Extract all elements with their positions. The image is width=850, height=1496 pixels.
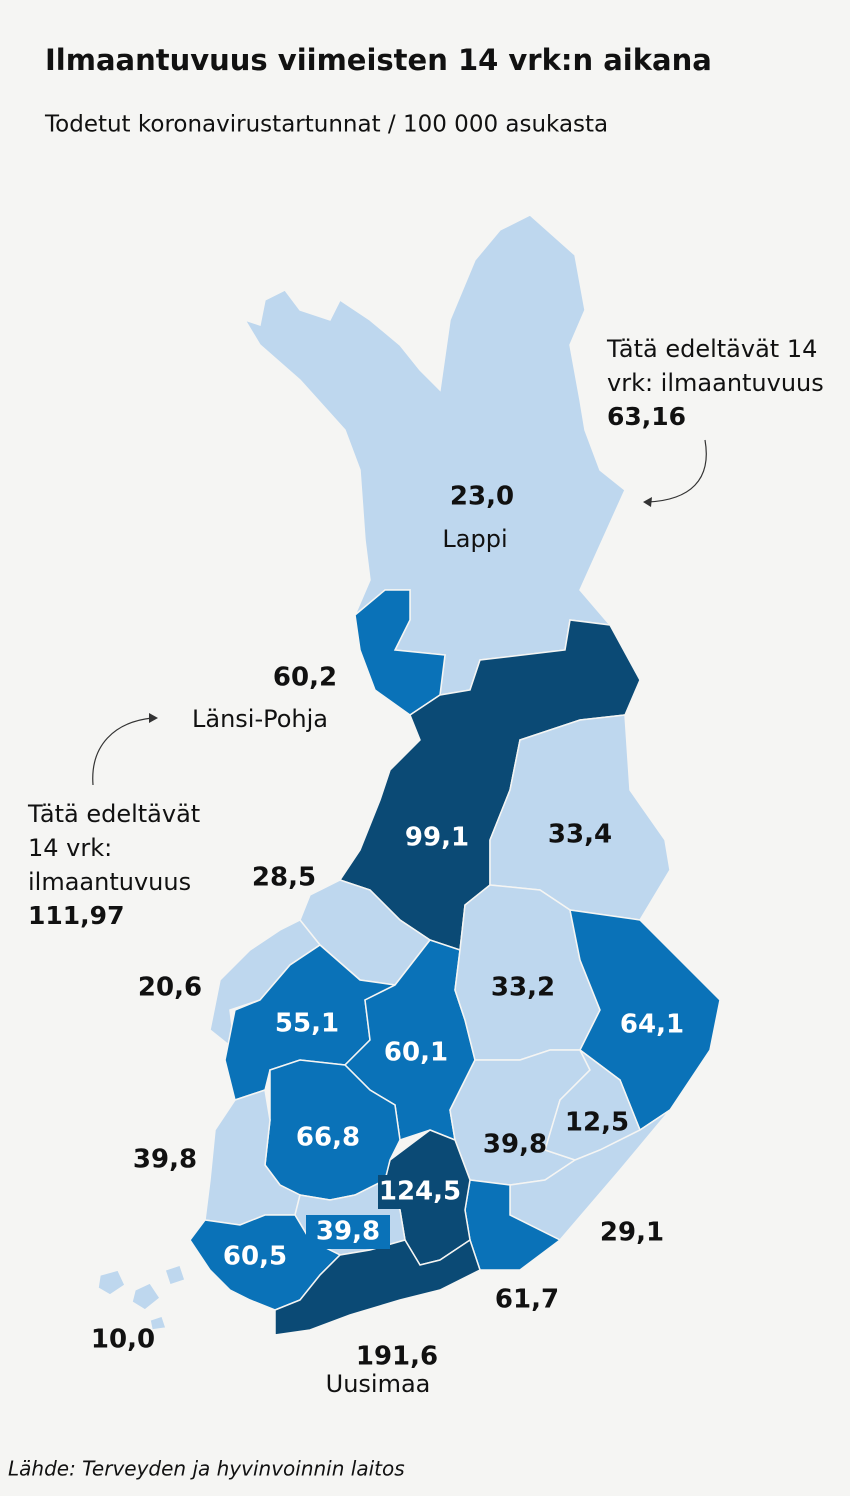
region-value: 20,6 bbox=[138, 973, 202, 1003]
region bbox=[243, 214, 626, 696]
region-value: 124,5 bbox=[379, 1177, 461, 1207]
arrow-head bbox=[643, 497, 652, 507]
region-value: 28,5 bbox=[252, 863, 316, 893]
region-value: 12,5 bbox=[565, 1108, 629, 1138]
region-value: 64,1 bbox=[620, 1010, 684, 1040]
region-value: 191,6 bbox=[356, 1342, 438, 1372]
region-name: Länsi-Pohja bbox=[192, 705, 328, 733]
region-name: Lappi bbox=[442, 525, 507, 553]
region-value: 39,8 bbox=[316, 1217, 380, 1247]
arrow bbox=[647, 439, 707, 503]
label-box bbox=[306, 1215, 390, 1249]
title: Ilmaantuvuus viimeisten 14 vrk:n aikana bbox=[45, 43, 712, 77]
region-value: 55,1 bbox=[275, 1009, 339, 1039]
annotation-text: Tätä edeltävät bbox=[27, 800, 200, 828]
region bbox=[97, 1264, 186, 1331]
region bbox=[354, 589, 446, 716]
annotation-value: 63,16 bbox=[607, 402, 686, 431]
region-value: 29,1 bbox=[600, 1218, 664, 1248]
region-value: 39,8 bbox=[483, 1130, 547, 1160]
region-value: 99,1 bbox=[405, 823, 469, 853]
region-value: 33,4 bbox=[548, 820, 612, 850]
region-value: 23,0 bbox=[450, 482, 514, 512]
region-value: 39,8 bbox=[133, 1145, 197, 1175]
region-value: 60,5 bbox=[223, 1242, 287, 1272]
region-value: 61,7 bbox=[495, 1285, 559, 1315]
region-value: 10,0 bbox=[91, 1325, 155, 1355]
annotation-text: Tätä edeltävät 14 bbox=[606, 335, 817, 363]
annotation-text: vrk: ilmaantuvuus bbox=[607, 369, 824, 397]
region-name: Uusimaa bbox=[326, 1370, 431, 1398]
region-value: 60,1 bbox=[384, 1038, 448, 1068]
arrow-head bbox=[149, 713, 158, 723]
region-value: 66,8 bbox=[296, 1123, 360, 1153]
arrow bbox=[92, 717, 153, 786]
region-value: 33,2 bbox=[491, 973, 555, 1003]
annotation-text: ilmaantuvuus bbox=[28, 868, 191, 896]
annotation-text: 14 vrk: bbox=[28, 834, 112, 862]
annotation-value: 111,97 bbox=[28, 901, 124, 930]
region bbox=[274, 1238, 481, 1336]
region-value: 60,2 bbox=[273, 663, 337, 693]
label-box bbox=[378, 1175, 462, 1209]
subtitle: Todetut koronavirustartunnat / 100 000 a… bbox=[44, 112, 608, 138]
source: Lähde: Terveyden ja hyvinvoinnin laitos bbox=[8, 1457, 405, 1481]
